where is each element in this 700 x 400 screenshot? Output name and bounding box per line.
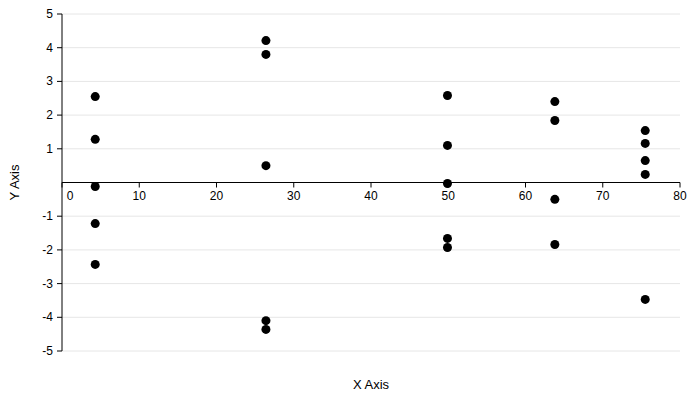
grid-line xyxy=(62,81,680,82)
point xyxy=(641,170,650,179)
y-tick xyxy=(57,216,62,217)
grid-line xyxy=(62,14,680,15)
x-tick xyxy=(371,183,372,188)
x-axis-title: X Axis xyxy=(353,377,390,392)
grid-line xyxy=(62,148,680,149)
grid-line xyxy=(62,283,680,284)
grid-line xyxy=(62,351,680,352)
y-tick-label: -3 xyxy=(42,277,53,291)
y-axis-title: Y Axis xyxy=(7,164,22,200)
x-tick xyxy=(602,183,603,188)
x-tick xyxy=(680,183,681,188)
point xyxy=(261,50,270,59)
chart: -5-4-3-2-11234501020304050607080X AxisY … xyxy=(0,0,700,400)
x-tick-label: 20 xyxy=(210,189,224,203)
y-axis-line xyxy=(62,14,63,351)
point xyxy=(91,219,100,228)
y-tick-label: -1 xyxy=(42,209,53,223)
point xyxy=(641,295,650,304)
point xyxy=(261,161,270,170)
point xyxy=(641,156,650,165)
point xyxy=(261,325,270,334)
grid-line xyxy=(62,47,680,48)
grid-line xyxy=(62,216,680,217)
point xyxy=(550,116,559,125)
x-tick-label: 10 xyxy=(133,189,147,203)
y-tick-label: 5 xyxy=(46,7,53,21)
point xyxy=(91,260,100,269)
point xyxy=(91,92,100,101)
x-tick xyxy=(525,183,526,188)
x-tick-label: 70 xyxy=(596,189,610,203)
grid-line xyxy=(62,115,680,116)
y-tick xyxy=(57,249,62,250)
x-tick-label: 50 xyxy=(442,189,456,203)
point xyxy=(641,139,650,148)
point xyxy=(550,240,559,249)
point xyxy=(443,243,452,252)
x-tick xyxy=(62,183,63,188)
point xyxy=(91,135,100,144)
y-tick-label: -4 xyxy=(42,310,53,324)
y-tick-label: 3 xyxy=(46,74,53,88)
x-tick xyxy=(216,183,217,188)
point xyxy=(261,316,270,325)
y-tick xyxy=(57,283,62,284)
x-tick xyxy=(139,183,140,188)
x-tick-label: 0 xyxy=(67,189,74,203)
point xyxy=(641,126,650,135)
y-tick xyxy=(57,351,62,352)
grid-line xyxy=(62,249,680,250)
y-tick xyxy=(57,115,62,116)
point xyxy=(443,234,452,243)
y-tick-label: -5 xyxy=(42,344,53,358)
x-tick-label: 30 xyxy=(287,189,301,203)
y-tick xyxy=(57,317,62,318)
point xyxy=(550,97,559,106)
point xyxy=(443,179,452,188)
point xyxy=(261,36,270,45)
point xyxy=(550,195,559,204)
y-tick xyxy=(57,14,62,15)
x-tick-label: 60 xyxy=(519,189,533,203)
x-tick xyxy=(293,183,294,188)
x-tick-label: 80 xyxy=(673,189,687,203)
y-tick-label: 2 xyxy=(46,108,53,122)
x-tick-label: 40 xyxy=(364,189,378,203)
y-tick-label: 1 xyxy=(46,142,53,156)
point xyxy=(443,91,452,100)
y-tick xyxy=(57,81,62,82)
point xyxy=(443,141,452,150)
y-tick-label: 4 xyxy=(46,41,53,55)
grid-line xyxy=(62,317,680,318)
point xyxy=(91,182,100,191)
y-tick-label: -2 xyxy=(42,243,53,257)
y-tick xyxy=(57,47,62,48)
y-tick xyxy=(57,148,62,149)
